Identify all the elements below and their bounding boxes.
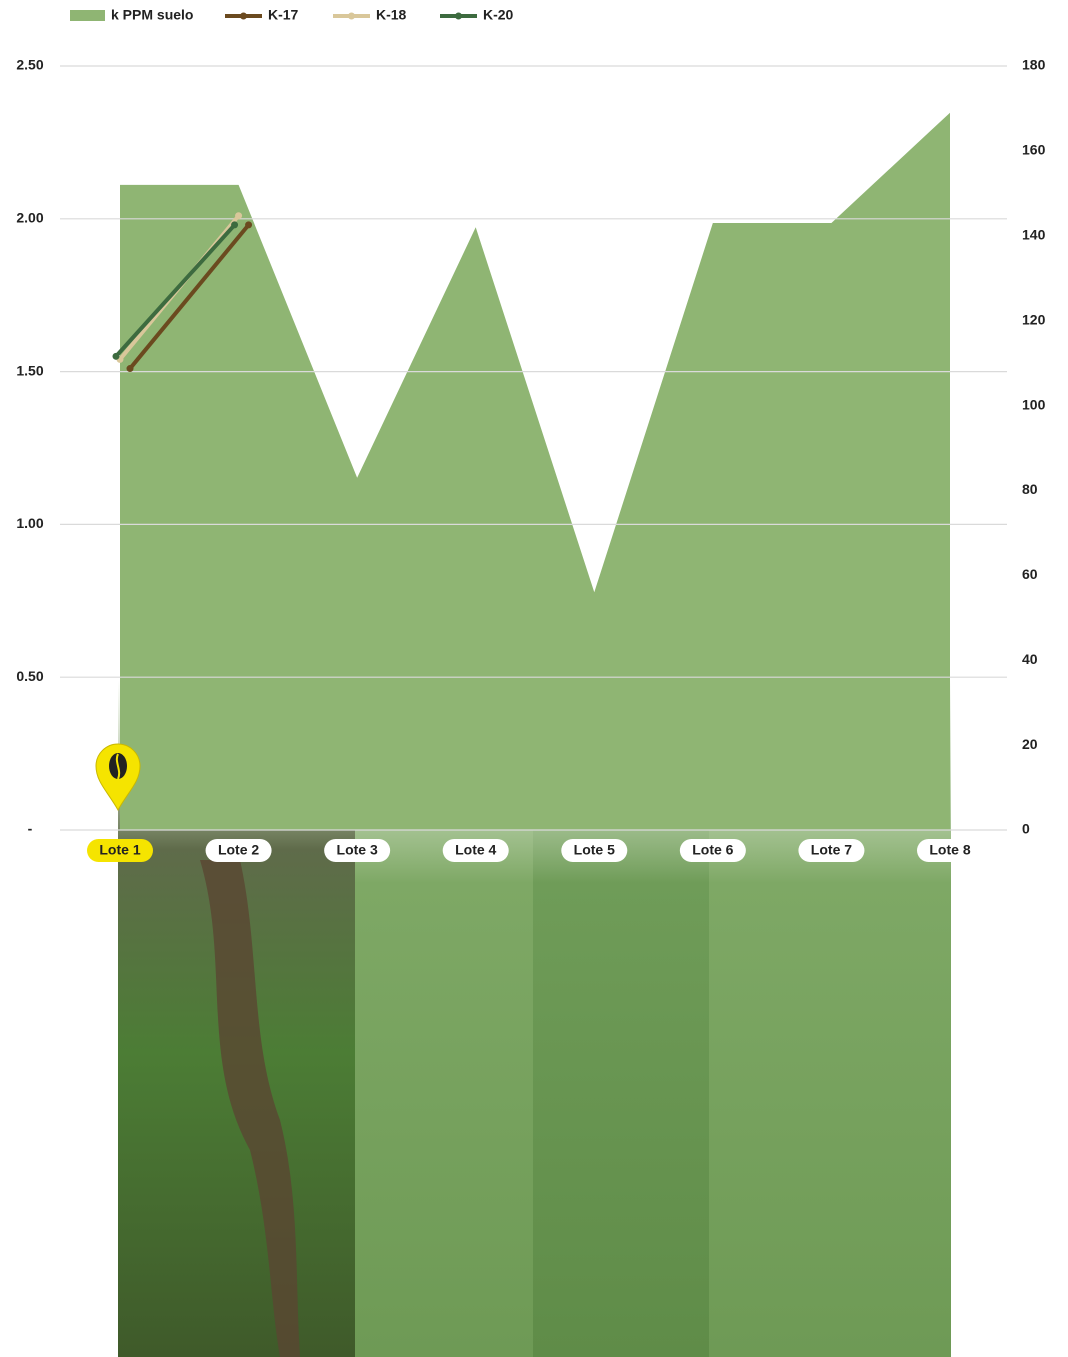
x-tick-label: Lote 1 bbox=[99, 842, 140, 858]
y-tick-label: 1.00 bbox=[16, 515, 43, 531]
y-tick-label: 1.50 bbox=[16, 362, 43, 378]
area-layer bbox=[120, 112, 950, 830]
y2-tick-label: 100 bbox=[1022, 396, 1046, 412]
legend-swatch-point bbox=[455, 12, 462, 20]
category-pill bbox=[798, 839, 865, 862]
line-point bbox=[112, 352, 120, 360]
y-tick-label: 2.00 bbox=[16, 210, 43, 226]
line-point bbox=[231, 221, 239, 229]
label-layer: - 0.50 1.00 1.50 2.00 2.50 0 20 40 60 80 100 120 140 1… bbox=[16, 57, 1046, 862]
x-tick-label: Lote 7 bbox=[811, 842, 852, 858]
legend-label: k PPM suelo bbox=[111, 7, 193, 23]
x-tick-label: Lote 8 bbox=[929, 842, 970, 858]
line-point bbox=[245, 221, 253, 229]
category-pill bbox=[679, 839, 746, 862]
x-tick-label: Lote 3 bbox=[337, 842, 378, 858]
y2-tick-label: 60 bbox=[1022, 566, 1038, 582]
x-tick-label: Lote 4 bbox=[455, 842, 496, 858]
y-tick-label: 0.50 bbox=[16, 668, 43, 684]
y-tick-label: - bbox=[28, 821, 33, 837]
coffee-bean-line bbox=[115, 753, 121, 780]
legend-swatch-point bbox=[240, 12, 247, 20]
legend-swatch-point bbox=[348, 12, 355, 20]
x-tick-label: Lote 6 bbox=[692, 842, 733, 858]
y2-tick-label: 120 bbox=[1022, 311, 1046, 327]
y2-tick-label: 80 bbox=[1022, 481, 1038, 497]
photo-trunk bbox=[200, 860, 300, 1357]
category-pill bbox=[87, 839, 153, 862]
area bbox=[120, 112, 950, 830]
y2-tick-label: 140 bbox=[1022, 226, 1046, 242]
y2-tick-label: 20 bbox=[1022, 736, 1038, 752]
line bbox=[114, 223, 237, 358]
line-point bbox=[235, 212, 243, 220]
y-tick-label: 2.50 bbox=[16, 57, 43, 73]
category-pill bbox=[442, 839, 509, 862]
line-point bbox=[126, 365, 134, 373]
line-layer bbox=[112, 212, 253, 373]
y2-tick-label: 160 bbox=[1022, 142, 1046, 158]
legend-label: K-17 bbox=[268, 7, 299, 23]
legend: k PPM suelo K-17 K-18 K-20 bbox=[70, 7, 514, 23]
category-pill bbox=[917, 839, 983, 862]
x-tick-label: Lote 5 bbox=[574, 842, 615, 858]
legend-label: K-20 bbox=[483, 7, 514, 23]
x-tick-label: Lote 2 bbox=[218, 842, 259, 858]
category-pill bbox=[205, 839, 272, 862]
legend-label: K-18 bbox=[376, 7, 407, 23]
line bbox=[128, 223, 251, 370]
y2-tick-label: 40 bbox=[1022, 651, 1038, 667]
category-pill bbox=[561, 839, 628, 862]
y2-tick-label: 0 bbox=[1022, 821, 1030, 837]
y2-tick-label: 180 bbox=[1022, 57, 1046, 73]
legend-swatch bbox=[70, 10, 105, 21]
grid-layer bbox=[60, 65, 1007, 831]
category-pill bbox=[324, 839, 391, 862]
